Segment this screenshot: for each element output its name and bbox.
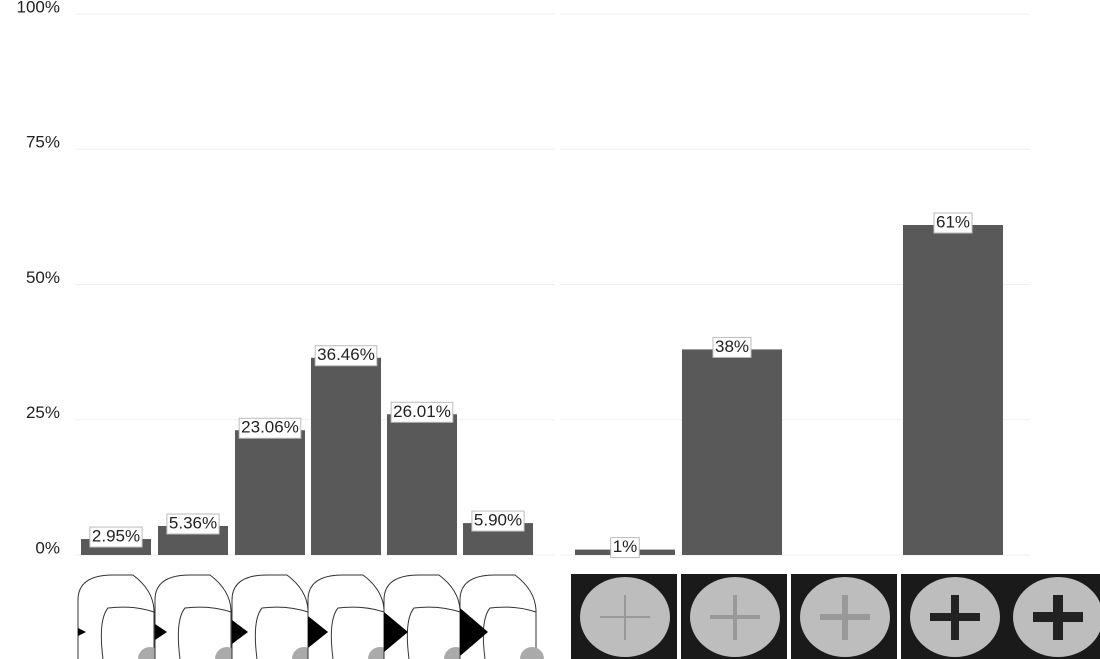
value-label: 23.06% [241,418,299,437]
tooth-line [482,606,537,659]
tooth-line [177,606,232,659]
value-label: 1% [613,537,638,556]
value-label-box [314,345,378,367]
bar [682,349,782,555]
pulp [520,647,544,659]
y-tick-label: 0% [35,538,60,557]
value-label: 38% [715,337,749,356]
fissure [710,595,760,640]
lesion [308,616,328,648]
value-label: 5.36% [169,513,217,532]
fissure [930,595,980,640]
value-label-box [390,401,454,423]
y-tick-label: 100% [17,0,60,16]
tooth-diagrams [77,574,1100,659]
tooth-line [100,606,155,659]
tooth-sketch [154,574,232,659]
fissure [820,595,870,640]
bar [903,224,1003,556]
value-label-box [238,417,302,439]
value-label-box [166,513,220,535]
value-label: 26.01% [393,402,451,421]
value-label-box [89,526,143,548]
value-label-box [471,510,525,532]
value-label-box [933,212,973,234]
bar [235,430,305,555]
tooth-sketch [383,574,461,659]
tooth-line [330,606,385,659]
y-tick-label: 50% [26,268,60,287]
value-label: 61% [936,212,970,231]
tooth-sketch [231,574,309,659]
y-tick-label: 25% [26,403,60,422]
tooth-sketch [459,574,537,659]
value-label: 5.90% [474,511,522,530]
lesion [460,608,488,656]
value-label: 2.95% [92,527,140,546]
lesion [78,628,86,636]
fissure [600,595,650,640]
bar [311,357,381,555]
value-label-box [610,537,640,559]
tooth-line [254,606,309,659]
y-tick-label: 75% [26,133,60,152]
value-label-box [712,336,752,358]
bar [387,414,457,555]
fissure [1033,595,1083,640]
tooth-sketch [77,574,155,659]
lesion [155,624,167,640]
value-label: 36.46% [317,345,375,364]
lesion [232,620,248,644]
tooth-sketch [307,574,385,659]
lesion [384,612,408,652]
tooth-line [406,606,461,659]
